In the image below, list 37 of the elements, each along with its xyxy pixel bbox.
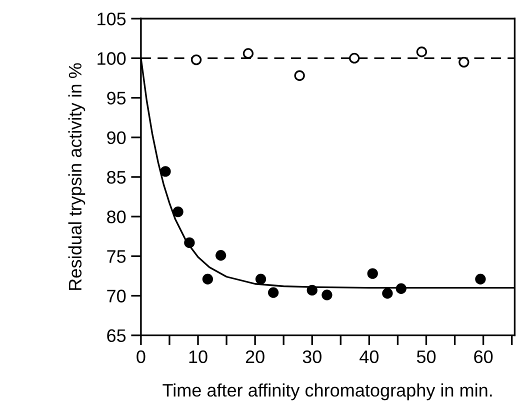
point xyxy=(475,274,486,284)
point xyxy=(202,274,214,284)
y-tick-label: 95 xyxy=(107,92,126,105)
x-tick-label: 0 xyxy=(136,350,146,364)
y-tick-label: 75 xyxy=(107,250,126,263)
point xyxy=(416,46,428,58)
point xyxy=(367,268,378,279)
x-axis-title: Time after affinity chromatography in min. xyxy=(162,383,492,400)
y-tick-label: 105 xyxy=(98,12,126,26)
x-tick-label: 10 xyxy=(189,350,208,364)
point xyxy=(294,70,305,81)
y-axis-title: Residual trypsin activity in % xyxy=(68,63,86,290)
point xyxy=(382,288,393,299)
point xyxy=(322,290,332,300)
y-tick-label: 85 xyxy=(107,170,126,184)
x-tick-label: 40 xyxy=(360,350,379,364)
point xyxy=(255,274,266,284)
x-tick-label: 50 xyxy=(416,350,436,364)
point xyxy=(172,206,184,218)
point xyxy=(190,54,202,66)
x-tick-label: 20 xyxy=(246,350,264,364)
point xyxy=(184,237,195,248)
point xyxy=(306,284,318,296)
point xyxy=(349,52,360,64)
point xyxy=(458,56,470,68)
point xyxy=(242,48,254,59)
y-tick-label: 65 xyxy=(107,329,126,342)
x-tick-label: 30 xyxy=(302,350,322,364)
y-tick-label: 80 xyxy=(107,210,126,224)
y-tick-label: 70 xyxy=(107,290,126,302)
point xyxy=(396,283,406,294)
point xyxy=(268,287,279,298)
point xyxy=(160,166,171,177)
y-tick-label: 100 xyxy=(98,52,126,65)
point xyxy=(215,250,226,261)
y-tick-label: 90 xyxy=(107,131,126,144)
x-tick-label: 60 xyxy=(474,350,493,364)
